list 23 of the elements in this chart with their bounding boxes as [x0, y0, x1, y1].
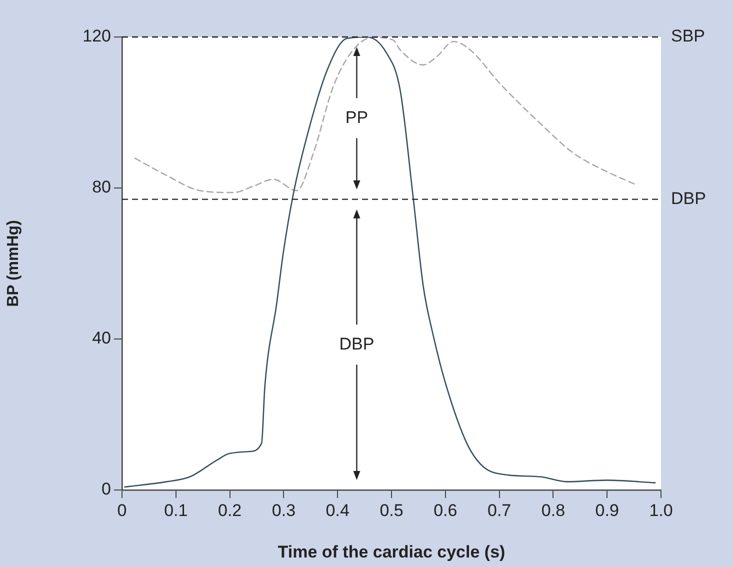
y-tick-label: 120 [82, 26, 111, 46]
x-tick-label: 0.8 [541, 500, 566, 520]
x-axis-title: Time of the cardiac cycle (s) [278, 542, 506, 562]
x-tick-label: 1.0 [649, 500, 673, 520]
x-tick-label: 0.3 [272, 500, 296, 520]
x-tick-label: 0.1 [164, 500, 188, 520]
ref-line-label: SBP [671, 26, 706, 46]
x-tick-label: 0.7 [487, 500, 512, 520]
x-tick-label: 0.2 [218, 500, 242, 520]
x-tick-label: 0 [117, 500, 127, 520]
line-series [134, 37, 638, 194]
y-axis-title: BP (mmHg) [5, 220, 22, 307]
line-series [124, 37, 656, 488]
annotation: PP [345, 108, 368, 127]
y-tick-label: 40 [92, 328, 111, 348]
y-tick-label: 80 [92, 178, 111, 197]
x-tick-label: 0.9 [595, 500, 619, 520]
y-tick-label: 0 [102, 480, 111, 499]
x-tick-label: 0.5 [380, 500, 404, 520]
x-tick-label: 0.6 [434, 500, 458, 520]
ref-line-label: DBP [671, 189, 706, 208]
annotation: DBP [339, 334, 374, 354]
x-tick-label: 0.4 [326, 500, 350, 520]
